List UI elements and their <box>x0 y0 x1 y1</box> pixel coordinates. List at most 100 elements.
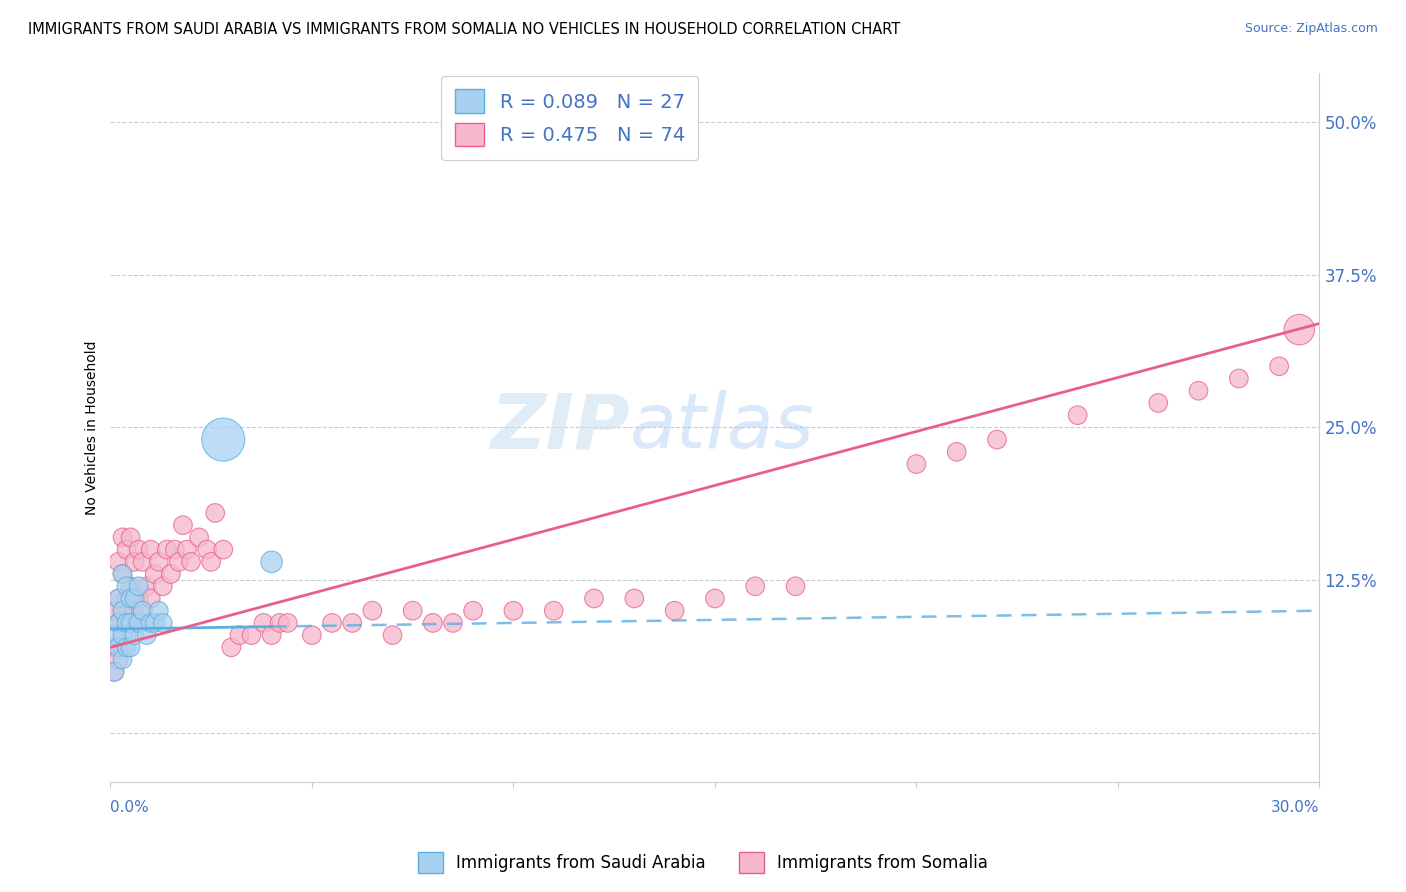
Point <box>1288 323 1310 337</box>
Point <box>139 542 162 557</box>
Point <box>160 567 183 582</box>
Point <box>111 567 134 582</box>
Point <box>221 640 243 655</box>
Point <box>124 591 146 606</box>
Point <box>111 652 134 666</box>
Point <box>361 604 384 618</box>
Point <box>115 615 138 630</box>
Point <box>111 640 134 655</box>
Point <box>148 555 170 569</box>
Point <box>1187 384 1209 398</box>
Point <box>744 579 766 593</box>
Point <box>905 457 928 471</box>
Point <box>543 604 565 618</box>
Text: 30.0%: 30.0% <box>1271 800 1319 815</box>
Point <box>128 542 150 557</box>
Point <box>664 604 686 618</box>
Point <box>212 433 235 447</box>
Point <box>228 628 250 642</box>
Point <box>172 518 194 533</box>
Point <box>107 615 129 630</box>
Point <box>1147 396 1170 410</box>
Point <box>131 604 153 618</box>
Point <box>986 433 1008 447</box>
Point <box>107 640 129 655</box>
Point <box>103 640 125 655</box>
Point <box>188 530 211 544</box>
Point <box>582 591 605 606</box>
Point <box>131 604 153 618</box>
Point <box>441 615 464 630</box>
Point <box>120 615 142 630</box>
Point <box>111 604 134 618</box>
Text: Source: ZipAtlas.com: Source: ZipAtlas.com <box>1244 22 1378 36</box>
Point <box>200 555 222 569</box>
Point <box>124 555 146 569</box>
Y-axis label: No Vehicles in Household: No Vehicles in Household <box>86 340 100 515</box>
Point <box>163 542 186 557</box>
Point <box>115 628 138 642</box>
Point <box>785 579 807 593</box>
Point <box>152 579 174 593</box>
Text: IMMIGRANTS FROM SAUDI ARABIA VS IMMIGRANTS FROM SOMALIA NO VEHICLES IN HOUSEHOLD: IMMIGRANTS FROM SAUDI ARABIA VS IMMIGRAN… <box>28 22 900 37</box>
Point <box>115 591 138 606</box>
Point <box>1066 408 1088 422</box>
Point <box>212 542 235 557</box>
Point <box>103 604 125 618</box>
Point <box>139 591 162 606</box>
Point <box>120 640 142 655</box>
Legend: Immigrants from Saudi Arabia, Immigrants from Somalia: Immigrants from Saudi Arabia, Immigrants… <box>411 846 995 880</box>
Point <box>135 579 157 593</box>
Point <box>107 555 129 569</box>
Point <box>103 628 125 642</box>
Text: atlas: atlas <box>630 391 815 465</box>
Point <box>135 628 157 642</box>
Point <box>115 579 138 593</box>
Point <box>128 579 150 593</box>
Point <box>120 530 142 544</box>
Point <box>463 604 485 618</box>
Point <box>204 506 226 520</box>
Point <box>143 567 166 582</box>
Point <box>128 591 150 606</box>
Point <box>128 615 150 630</box>
Point <box>252 615 274 630</box>
Point <box>502 604 524 618</box>
Point <box>120 591 142 606</box>
Point <box>277 615 299 630</box>
Point <box>301 628 323 642</box>
Point <box>703 591 725 606</box>
Point <box>945 445 967 459</box>
Point <box>342 615 364 630</box>
Point <box>176 542 198 557</box>
Point <box>107 615 129 630</box>
Point <box>623 591 645 606</box>
Point <box>115 542 138 557</box>
Point <box>1227 371 1250 385</box>
Point <box>152 615 174 630</box>
Text: 0.0%: 0.0% <box>111 800 149 815</box>
Point <box>124 628 146 642</box>
Legend: R = 0.089   N = 27, R = 0.475   N = 74: R = 0.089 N = 27, R = 0.475 N = 74 <box>441 76 699 160</box>
Text: ZIP: ZIP <box>491 391 630 465</box>
Point <box>103 665 125 679</box>
Point <box>143 615 166 630</box>
Point <box>111 530 134 544</box>
Point <box>107 591 129 606</box>
Point <box>103 665 125 679</box>
Point <box>111 604 134 618</box>
Point <box>422 615 444 630</box>
Point <box>260 555 283 569</box>
Point <box>402 604 425 618</box>
Point <box>120 579 142 593</box>
Point <box>321 615 343 630</box>
Point <box>381 628 404 642</box>
Point <box>180 555 202 569</box>
Point <box>148 604 170 618</box>
Point <box>115 640 138 655</box>
Point <box>139 615 162 630</box>
Point <box>260 628 283 642</box>
Point <box>107 591 129 606</box>
Point <box>111 567 134 582</box>
Point <box>195 542 218 557</box>
